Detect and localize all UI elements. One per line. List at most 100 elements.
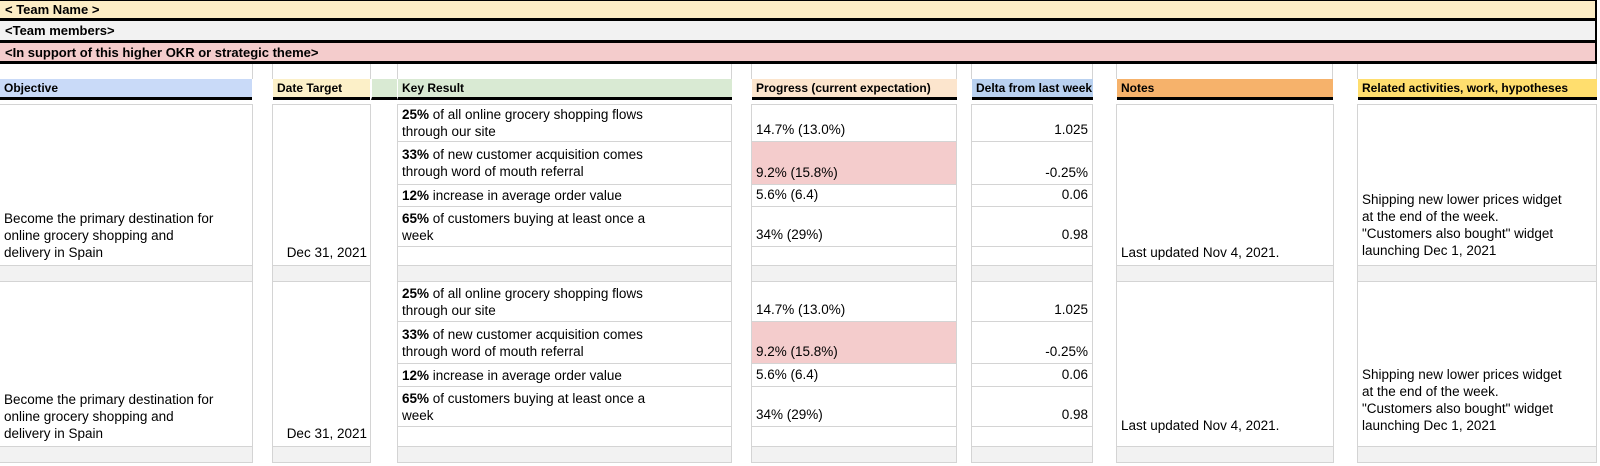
key-result-cell[interactable]: 65% of customers buying at least once a …: [398, 207, 731, 247]
progress-cell[interactable]: 34% (29%): [752, 207, 956, 247]
kr-percentage: 33%: [402, 326, 430, 342]
column-header-date-target[interactable]: Date Target: [273, 79, 370, 100]
separator-row[interactable]: [972, 446, 1092, 463]
kr-description: of customers buying at least once a week: [402, 390, 646, 423]
progress-cell[interactable]: 14.7% (13.0%): [752, 105, 956, 142]
gridline-tick: [751, 64, 752, 79]
related-activities-column: Shipping new lower prices widget at the …: [1357, 104, 1597, 463]
team-name-banner[interactable]: < Team Name >: [0, 0, 1597, 21]
okr-theme-banner[interactable]: <In support of this higher OKR or strate…: [0, 43, 1597, 64]
notes-column: Last updated Nov 4, 2021. Last updated N…: [1116, 104, 1334, 463]
column-header-delta[interactable]: Delta from last week: [972, 79, 1093, 100]
gridline-tick: [1596, 64, 1597, 79]
kr-description: of new customer acquisition comes throug…: [402, 326, 643, 359]
gridline-tick: [370, 64, 371, 79]
separator-row[interactable]: [1117, 265, 1333, 282]
gridline-tick: [397, 64, 398, 79]
gridline-tick: [956, 64, 957, 79]
key-result-cell[interactable]: 33% of new customer acquisition comes th…: [398, 142, 731, 185]
gridline-tick: [731, 64, 732, 79]
kr-percentage: 25%: [402, 107, 430, 122]
delta-cell-empty[interactable]: [972, 247, 1092, 265]
delta-column: 1.025 -0.25% 0.06 0.98 1.025 -0.25% 0.06…: [971, 104, 1093, 463]
kr-description: of all online grocery shopping flows thr…: [402, 107, 643, 139]
key-result-cell-empty[interactable]: [398, 427, 731, 446]
gridline-tick: [252, 64, 253, 79]
separator-row[interactable]: [273, 446, 370, 463]
gridline-tick: [1332, 64, 1333, 79]
delta-cell[interactable]: 1.025: [972, 282, 1092, 322]
separator-row[interactable]: [0, 446, 252, 463]
progress-cell[interactable]: 9.2% (15.8%): [752, 142, 956, 185]
kr-description: increase in average order value: [429, 367, 622, 383]
column-header-objective[interactable]: Objective: [0, 79, 252, 100]
kr-percentage: 65%: [402, 210, 430, 226]
progress-cell-empty[interactable]: [752, 247, 956, 265]
delta-cell[interactable]: 0.98: [972, 207, 1092, 247]
key-result-cell[interactable]: 12% increase in average order value: [398, 185, 731, 207]
delta-cell[interactable]: -0.25%: [972, 142, 1092, 185]
kr-percentage: 65%: [402, 390, 430, 406]
key-result-cell[interactable]: 25% of all online grocery shopping flows…: [398, 105, 731, 142]
kr-percentage: 33%: [402, 147, 430, 162]
delta-cell[interactable]: 0.06: [972, 364, 1092, 387]
column-header-key-result[interactable]: Key Result: [398, 79, 732, 100]
separator-row[interactable]: [1117, 446, 1333, 463]
progress-cell-empty[interactable]: [752, 427, 956, 446]
separator-row[interactable]: [1358, 446, 1596, 463]
progress-cell[interactable]: 5.6% (6.4): [752, 364, 956, 387]
delta-cell-empty[interactable]: [972, 427, 1092, 446]
progress-cell[interactable]: 9.2% (15.8%): [752, 322, 956, 364]
key-result-cell[interactable]: 33% of new customer acquisition comes th…: [398, 322, 731, 364]
related-activities-cell[interactable]: Shipping new lower prices widget at the …: [1362, 367, 1562, 433]
separator-row[interactable]: [752, 265, 956, 282]
separator-row[interactable]: [972, 265, 1092, 282]
kr-description: of new customer acquisition comes throug…: [402, 147, 643, 179]
column-header-notes[interactable]: Notes: [1117, 79, 1333, 100]
gridline-tick: [1357, 64, 1358, 79]
delta-cell[interactable]: -0.25%: [972, 322, 1092, 364]
separator-row[interactable]: [398, 265, 731, 282]
separator-row[interactable]: [398, 446, 731, 463]
header-green-spacer[interactable]: [371, 79, 398, 100]
date-target-column: Dec 31, 2021 Dec 31, 2021: [272, 104, 371, 463]
notes-cell[interactable]: Last updated Nov 4, 2021.: [1121, 245, 1280, 260]
progress-cell[interactable]: 14.7% (13.0%): [752, 282, 956, 322]
delta-cell[interactable]: 1.025: [972, 105, 1092, 142]
separator-row[interactable]: [1358, 265, 1596, 282]
kr-description: increase in average order value: [429, 188, 622, 203]
objective-cell[interactable]: Become the primary destination for onlin…: [4, 211, 214, 260]
objective-column: Become the primary destination for onlin…: [0, 104, 253, 463]
related-activities-cell[interactable]: Shipping new lower prices widget at the …: [1362, 192, 1562, 258]
gridline-tick: [1116, 64, 1117, 79]
progress-cell[interactable]: 5.6% (6.4): [752, 185, 956, 207]
key-result-column: 25% of all online grocery shopping flows…: [397, 104, 732, 463]
objective-cell[interactable]: Become the primary destination for onlin…: [4, 392, 214, 441]
date-target-cell[interactable]: Dec 31, 2021: [286, 245, 367, 260]
separator-row[interactable]: [0, 265, 252, 282]
notes-cell[interactable]: Last updated Nov 4, 2021.: [1121, 418, 1280, 433]
key-result-cell[interactable]: 12% increase in average order value: [398, 364, 731, 387]
column-header-related[interactable]: Related activities, work, hypotheses: [1358, 79, 1597, 100]
column-header-progress[interactable]: Progress (current expectation): [752, 79, 957, 100]
progress-column: 14.7% (13.0%) 9.2% (15.8%) 5.6% (6.4) 34…: [751, 104, 957, 463]
gridline-tick: [971, 64, 972, 79]
kr-percentage: 12%: [402, 367, 430, 383]
kr-description: of customers buying at least once a week: [402, 210, 646, 243]
delta-cell[interactable]: 0.98: [972, 387, 1092, 427]
delta-cell[interactable]: 0.06: [972, 185, 1092, 207]
progress-cell[interactable]: 34% (29%): [752, 387, 956, 427]
kr-percentage: 12%: [402, 188, 430, 203]
kr-description: of all online grocery shopping flows thr…: [402, 285, 643, 318]
separator-row[interactable]: [273, 265, 370, 282]
gridline-tick: [272, 64, 273, 79]
gridline-tick: [1092, 64, 1093, 79]
separator-row[interactable]: [752, 446, 956, 463]
kr-percentage: 25%: [402, 285, 430, 301]
date-target-cell[interactable]: Dec 31, 2021: [286, 426, 367, 441]
key-result-cell[interactable]: 25% of all online grocery shopping flows…: [398, 282, 731, 322]
key-result-cell-empty[interactable]: [398, 247, 731, 265]
key-result-cell[interactable]: 65% of customers buying at least once a …: [398, 387, 731, 427]
team-members-banner[interactable]: <Team members>: [0, 21, 1597, 43]
